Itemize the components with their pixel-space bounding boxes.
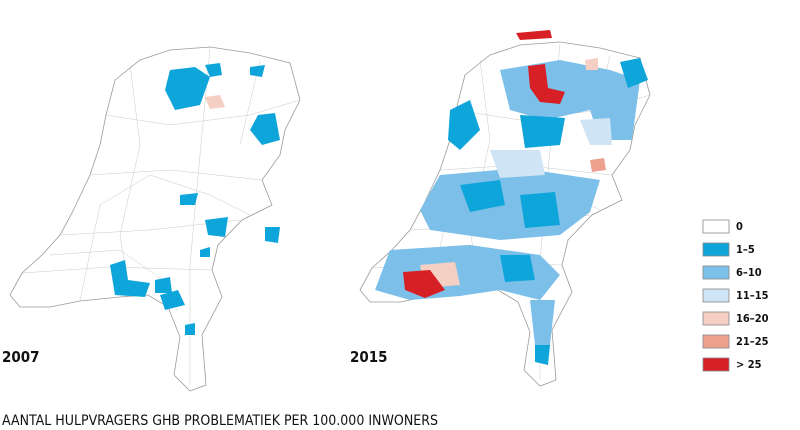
region-fills xyxy=(110,63,280,335)
legend-label: 11–15 xyxy=(736,289,769,302)
legend-label: > 25 xyxy=(736,358,762,371)
country-outline xyxy=(9,46,301,392)
legend-swatch xyxy=(702,357,730,372)
legend-swatch xyxy=(702,219,730,234)
legend-swatch xyxy=(702,242,730,257)
legend: 0 1–5 6–10 11–15 16–20 21–25 > 25 xyxy=(702,219,769,372)
legend-swatch xyxy=(702,334,730,349)
map-2015 xyxy=(359,30,651,387)
legend-swatch xyxy=(702,265,730,280)
map-2007 xyxy=(9,46,301,392)
map-label: 2015 xyxy=(350,348,388,366)
region-fills xyxy=(375,30,648,365)
legend-swatch xyxy=(702,311,730,326)
legend-swatch xyxy=(702,288,730,303)
caption: AANTAL HULPVRAGERS GHB PROBLEMATIEK PER … xyxy=(2,413,438,429)
legend-label: 16–20 xyxy=(736,312,769,325)
map-label: 2007 xyxy=(2,348,40,366)
legend-label: 21–25 xyxy=(736,335,769,348)
legend-label: 0 xyxy=(736,220,743,233)
legend-label: 1–5 xyxy=(736,243,755,256)
legend-label: 6–10 xyxy=(736,266,762,279)
